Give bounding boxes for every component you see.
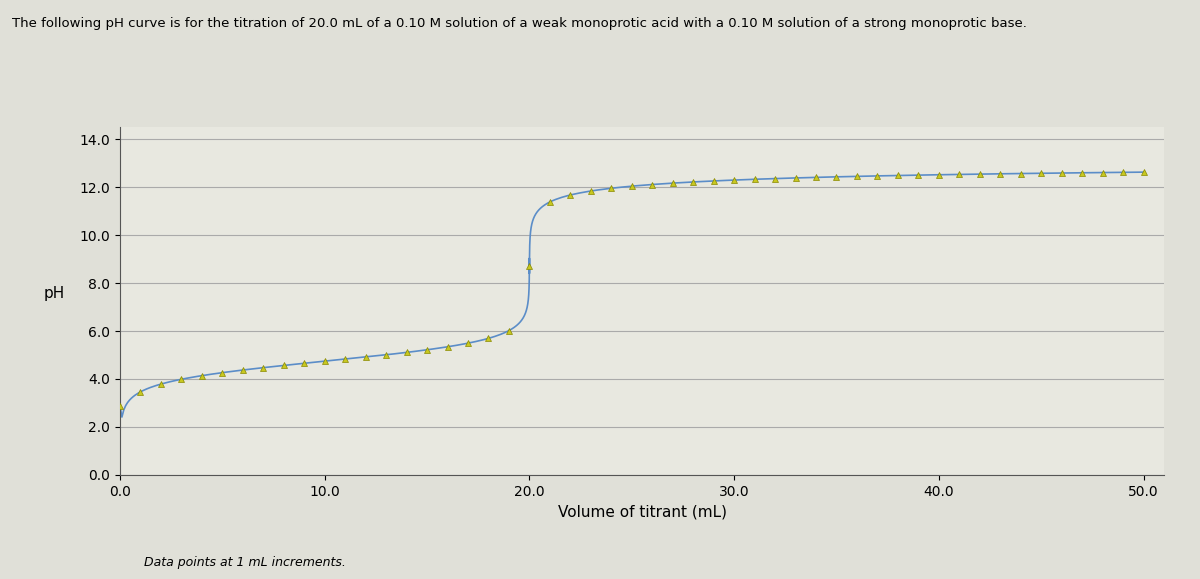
Text: The following pH curve is for the titration of 20.0 mL of a 0.10 M solution of a: The following pH curve is for the titrat… [12, 17, 1027, 30]
X-axis label: Volume of titrant (mL): Volume of titrant (mL) [558, 504, 726, 519]
Text: Data points at 1 mL increments.: Data points at 1 mL increments. [144, 556, 346, 569]
Y-axis label: pH: pH [44, 286, 65, 301]
